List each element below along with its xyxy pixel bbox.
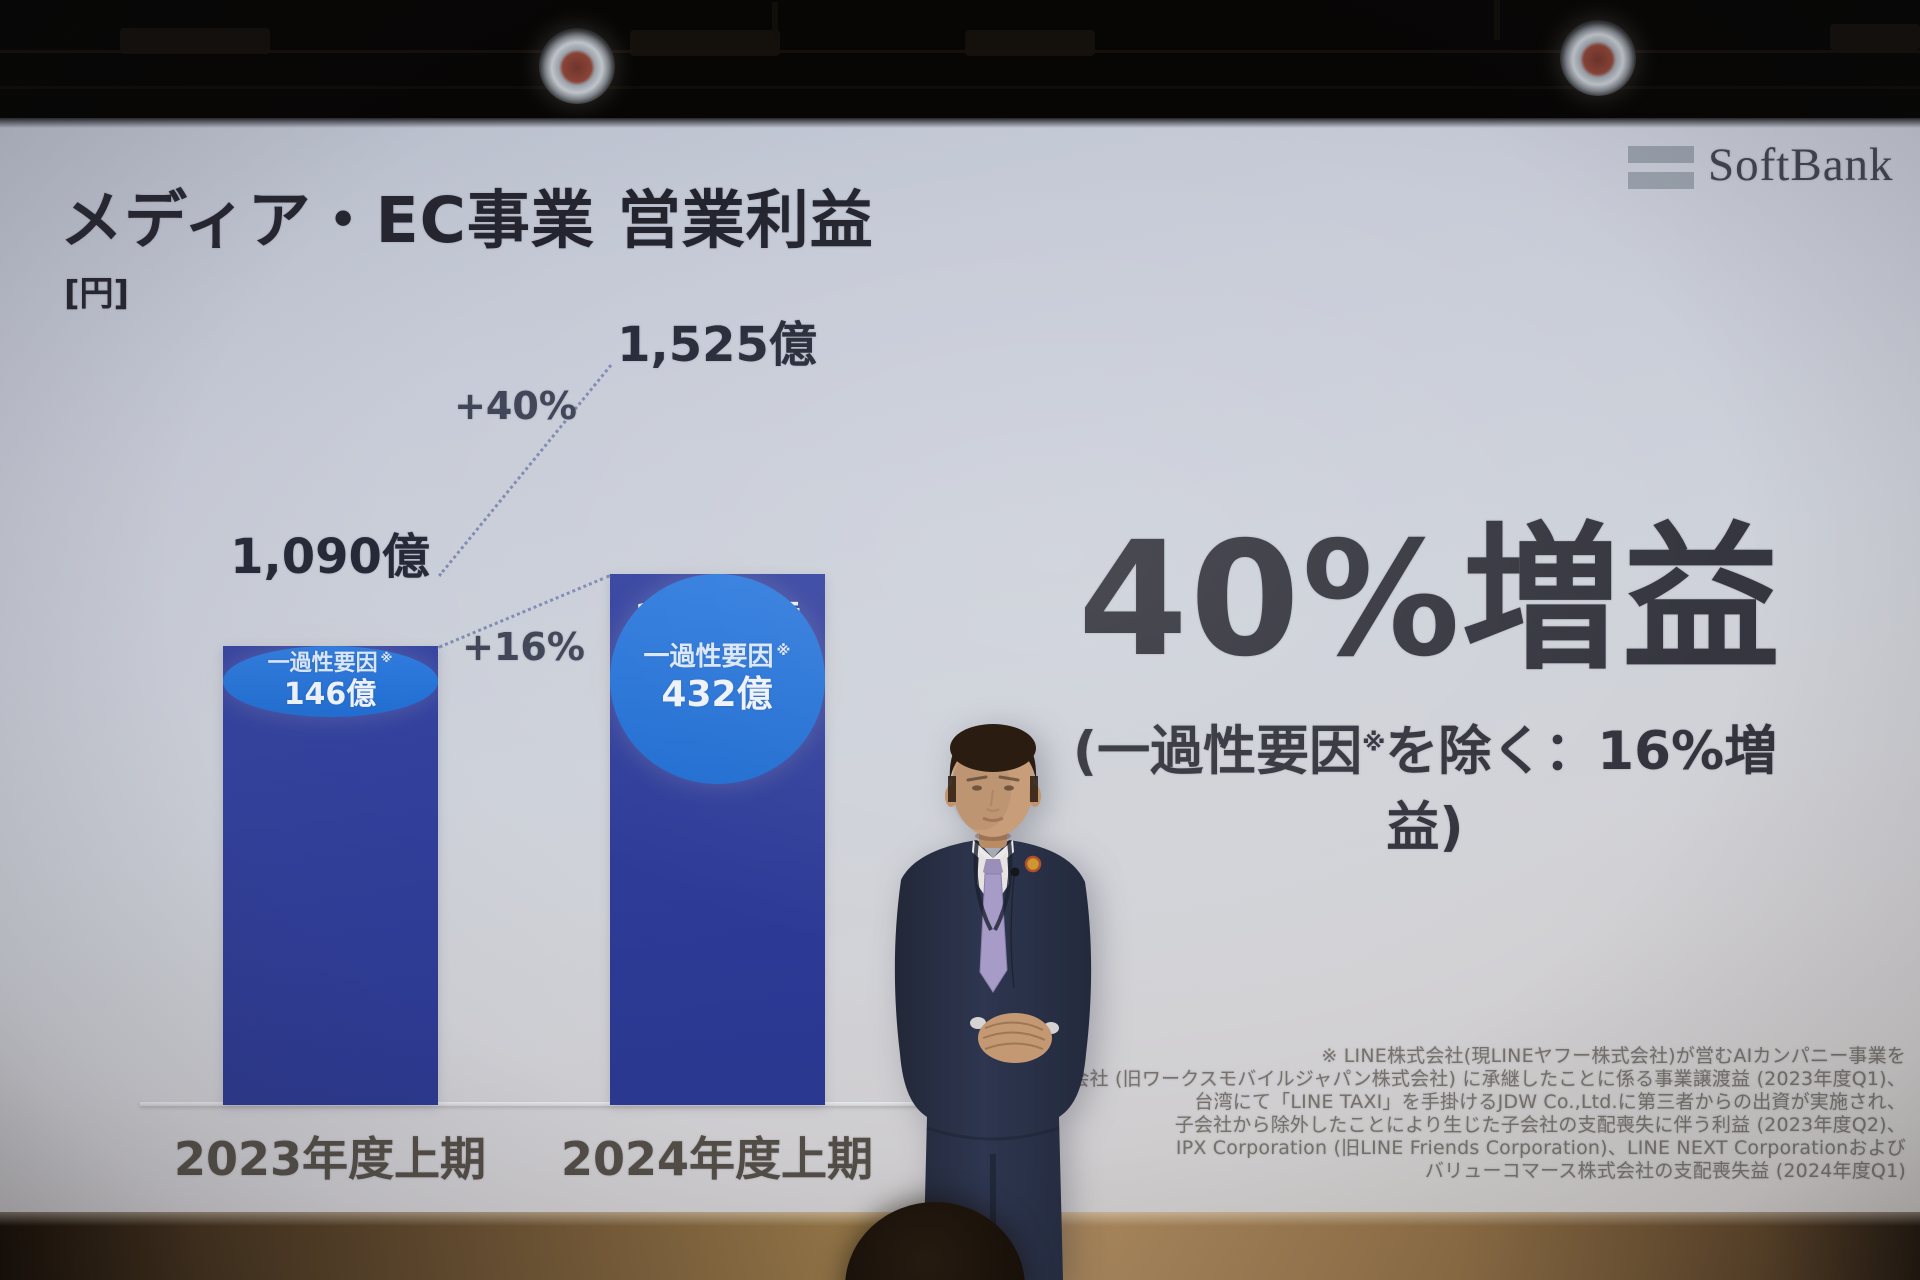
oneoff-segment-value: 146億 bbox=[283, 677, 377, 713]
subheadline-pre: (一過性要因 bbox=[1072, 721, 1363, 782]
bar-2023-core-segment: 945億 bbox=[222, 645, 438, 1105]
footnote-line: 子会社から除外したことにより生じた子会社の支配喪失に伴う利益 (2023年度Q2… bbox=[1174, 1114, 1906, 1136]
ceiling-equipment bbox=[965, 30, 1095, 56]
category-label-2024: 2024年度上期 bbox=[560, 1132, 874, 1186]
bar-2023-total-label: 1,090億 bbox=[230, 528, 430, 585]
shirt-cuff bbox=[970, 1017, 986, 1029]
presenter-body bbox=[894, 724, 1092, 1280]
oneoff-segment-value: 432億 bbox=[661, 673, 773, 715]
softbank-logo-bar bbox=[1628, 145, 1694, 163]
footnote-ref-mark: ※ bbox=[776, 643, 791, 660]
headline: 40%増益 bbox=[1077, 508, 1783, 692]
hair-side bbox=[1030, 776, 1038, 802]
eyebrow bbox=[998, 775, 1020, 782]
growth-label-total: +40% bbox=[454, 384, 577, 428]
bar-2024-total-label: 1,525億 bbox=[617, 317, 817, 374]
category-label-2023: 2023年度上期 bbox=[173, 1132, 487, 1186]
eyebrow bbox=[966, 775, 988, 782]
oneoff-label-text: 一過性要因 bbox=[643, 641, 774, 672]
ceiling-equipment bbox=[1830, 24, 1920, 50]
bar-2024-oneoff-segment: 一過性要因 ※ 432億 bbox=[609, 573, 825, 784]
ceiling-truss bbox=[0, 86, 1920, 89]
ceiling-equipment bbox=[630, 30, 780, 56]
nose bbox=[986, 789, 1000, 812]
ceiling-equipment bbox=[120, 28, 270, 54]
footnote: ※ LINE株式会社(現LINEヤフー株式会社)が営むAIカンパニー事業を KS… bbox=[1007, 1045, 1906, 1183]
ceiling bbox=[0, 0, 1920, 118]
lavalier-mic-icon bbox=[1010, 867, 1020, 877]
stage-light-icon bbox=[1560, 20, 1636, 96]
softbank-logo-icon bbox=[1628, 142, 1694, 189]
subheadline-post: を除く：16%増益) bbox=[1385, 721, 1778, 858]
softbank-logo-bar bbox=[1628, 171, 1694, 189]
bar-chart: 一過性要因※ 146億 945億 一過性要因※ 432億 1,093億 1,09… bbox=[0, 118, 1920, 1212]
footnote-line: IPX Corporation (旧LINE Friends Corporati… bbox=[1175, 1137, 1906, 1159]
footnote-line: バリューコマース株式会社の支配喪失益 (2024年度Q1) bbox=[1424, 1160, 1906, 1182]
tie bbox=[979, 873, 1008, 993]
footnote-line: KS株式会社 (旧ワークスモバイルジャパン株式会社) に承継したことに係る事業譲… bbox=[1007, 1068, 1906, 1090]
lapel-pin bbox=[1024, 855, 1042, 873]
finger-lines bbox=[982, 1021, 1046, 1050]
jacket-hem bbox=[926, 1126, 1060, 1141]
hair bbox=[949, 726, 1037, 780]
unit-label: [円] bbox=[64, 274, 130, 314]
softbank-logo-text: SoftBank bbox=[1708, 139, 1894, 191]
eye bbox=[972, 785, 982, 791]
mouth bbox=[982, 816, 1004, 822]
bar-2023: 一過性要因※ 146億 945億 bbox=[222, 645, 438, 1105]
footnote-line: 台湾にて「LINE TAXI」を手掛けるJDW Co.,Ltd.に第三者からの出… bbox=[1194, 1091, 1906, 1113]
bar-2024: 一過性要因※ 432億 1,093億 bbox=[609, 573, 825, 1105]
suit bbox=[894, 840, 1092, 1280]
oneoff-segment-label: 一過性要因 ※ bbox=[268, 651, 393, 676]
growth-label-ex-oneoff: +16% bbox=[462, 624, 585, 669]
stage-light-icon bbox=[539, 28, 615, 104]
hanging-cable bbox=[1494, 0, 1500, 40]
oneoff-segment-label: 一過性要因 ※ bbox=[643, 641, 791, 673]
hanging-cable bbox=[772, 2, 778, 42]
lapel bbox=[973, 840, 993, 931]
footnote-ref-mark: ※ bbox=[1362, 728, 1386, 757]
footnote-line: ※ LINE株式会社(現LINEヤフー株式会社)が営むAIカンパニー事業を bbox=[1321, 1045, 1906, 1067]
x-axis-line bbox=[140, 1102, 935, 1106]
lapel bbox=[993, 840, 1013, 931]
oneoff-label-text: 一過性要因 bbox=[267, 650, 378, 676]
footnote-ref-mark: ※ bbox=[380, 650, 393, 665]
mic-wire bbox=[1010, 875, 1015, 989]
presenter bbox=[894, 724, 1092, 1280]
hair-side bbox=[948, 776, 956, 802]
subheadline: (一過性要因※を除く：16%増益) bbox=[1035, 709, 1815, 861]
ceiling-truss bbox=[0, 50, 1920, 53]
bar-2023-oneoff-segment: 一過性要因 ※ 146億 bbox=[222, 645, 438, 717]
softbank-logo: SoftBank bbox=[1628, 138, 1894, 192]
eye bbox=[1004, 785, 1014, 791]
slide-title: メディア・EC事業 営業利益 bbox=[60, 184, 874, 257]
